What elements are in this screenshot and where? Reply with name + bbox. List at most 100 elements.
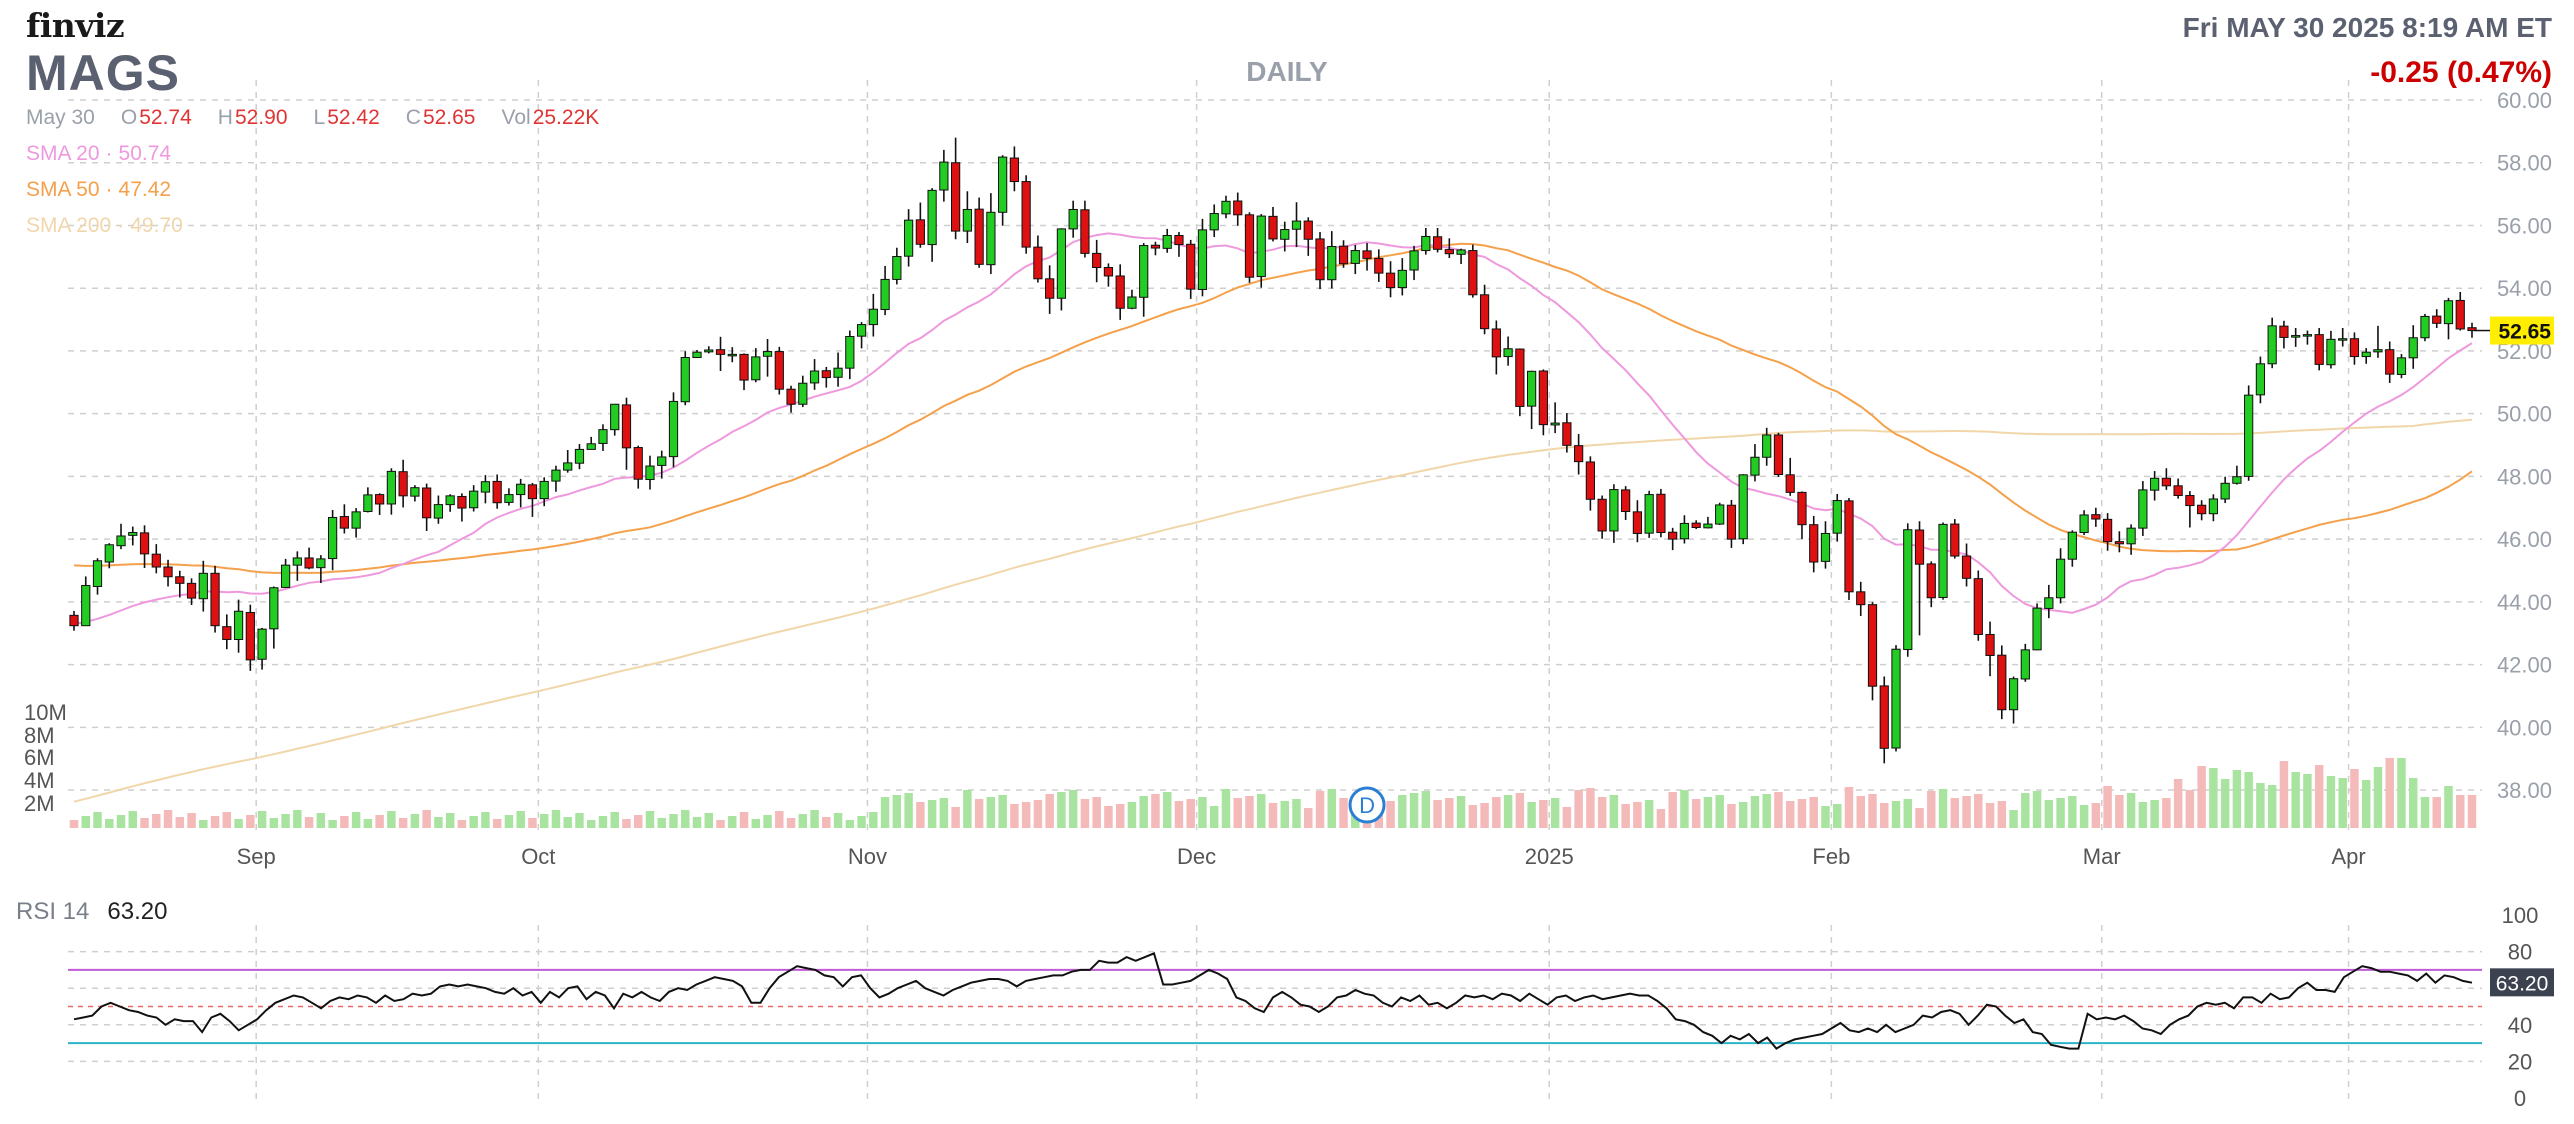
volume-bar <box>1315 791 1325 828</box>
price-tick-label: 40.00 <box>2497 715 2552 740</box>
volume-bar <box>1880 803 1889 828</box>
candle-down <box>1668 531 1678 540</box>
candle-down <box>527 484 538 500</box>
dividend-marker-label: D <box>1359 793 1375 818</box>
candle-up <box>469 490 479 509</box>
candle-down <box>1950 523 1960 557</box>
volume-bar <box>445 813 455 828</box>
candle-down <box>304 557 314 569</box>
volume-bar <box>199 820 208 828</box>
volume-bar <box>528 818 537 828</box>
volume-bar <box>857 816 866 828</box>
candle-down <box>457 495 467 509</box>
candle-up <box>2220 482 2230 500</box>
sma-20-legend: SMA 20 · 50.74 <box>26 142 171 166</box>
volume-bar <box>634 815 643 828</box>
price-tick-label: 50.00 <box>2497 402 2552 427</box>
candle-up <box>751 356 761 381</box>
candle-up <box>363 494 373 513</box>
rsi-value: 63.20 <box>107 898 168 925</box>
volume-bar <box>974 799 984 828</box>
volume-bar <box>222 812 232 828</box>
volume-bar <box>1785 801 1795 828</box>
volume-bar <box>304 817 314 828</box>
candle-down <box>1233 200 1243 216</box>
candle-down <box>621 404 632 449</box>
volume-bar <box>563 817 572 828</box>
price-tick-label: 58.00 <box>2497 151 2552 176</box>
candle-up <box>1421 235 1431 252</box>
dividend-marker <box>1348 786 1386 824</box>
candle-down <box>1491 328 1501 358</box>
candle-down <box>1574 445 1584 463</box>
candle-down <box>1150 244 1161 249</box>
volume-bar <box>1927 791 1936 828</box>
volume-bar <box>1809 797 1818 828</box>
candle-up <box>504 494 514 503</box>
volume-bar <box>2197 766 2206 828</box>
volume-bar <box>2408 778 2418 828</box>
volume-bar <box>1221 789 1231 828</box>
volume-tick-label: 10M <box>24 700 67 725</box>
candle-down <box>1632 511 1643 534</box>
candle-up <box>1139 245 1149 298</box>
volume-bar <box>1456 796 1466 828</box>
candle-down <box>1479 294 1490 330</box>
volume-bar <box>2056 798 2065 828</box>
volume-bar <box>1738 802 1748 828</box>
candle-down <box>1021 181 1031 248</box>
candle-up <box>1327 245 1337 281</box>
volume-bar <box>175 817 185 828</box>
candle-up <box>704 349 714 353</box>
volume-tick-label: 4M <box>24 768 55 793</box>
candle-up <box>1738 474 1748 540</box>
volume-bar <box>93 812 102 828</box>
candle-down <box>2385 349 2395 375</box>
candle-down <box>1444 249 1454 255</box>
volume-bar <box>645 811 655 828</box>
candle-up <box>1750 456 1760 476</box>
volume-bar <box>1198 797 1207 828</box>
volume-bar <box>457 820 467 828</box>
volume-bar <box>2267 785 2277 828</box>
volume-bar <box>210 816 220 828</box>
sma-200-line <box>73 418 2473 803</box>
sma-layer <box>73 232 2473 803</box>
candle-down <box>2102 518 2113 543</box>
candle-up <box>657 456 667 466</box>
date-tick-label: Feb <box>1812 844 1850 869</box>
candle-up <box>2032 607 2042 651</box>
volume-bar <box>1104 806 1113 828</box>
candle-up <box>762 351 773 357</box>
candle-up <box>1409 250 1419 271</box>
volume-bar <box>281 814 290 828</box>
volume-bar <box>1327 789 1337 828</box>
volume-bar <box>163 810 173 828</box>
volume-bar <box>2385 758 2394 828</box>
volume-bar <box>2326 776 2336 828</box>
volume-bar <box>1821 806 1830 828</box>
volume-bar <box>1997 801 2007 828</box>
candle-up <box>2150 477 2160 491</box>
volume-bar <box>1833 804 1842 828</box>
candle-down <box>2197 504 2207 515</box>
volume-bar <box>1727 804 1736 828</box>
high-value: 52.90 <box>234 106 288 129</box>
candle-down <box>1468 250 1478 296</box>
candle-down <box>715 349 726 355</box>
volume-bar <box>2115 795 2124 828</box>
candle-down <box>1374 257 1384 274</box>
finviz-logo[interactable]: finviz <box>26 6 125 45</box>
candle-down <box>1773 434 1784 476</box>
candle-up <box>2244 394 2254 477</box>
candle-down <box>2279 325 2289 338</box>
date-tick-label: Apr <box>2331 844 2365 869</box>
candle-up <box>2267 325 2277 365</box>
timeframe-label: DAILY <box>1246 56 1328 87</box>
volume-bar <box>892 795 902 828</box>
candle-up <box>880 278 890 311</box>
volume-bar <box>1903 799 1912 828</box>
open-value: 52.74 <box>139 106 192 129</box>
volume-bar <box>1339 798 1348 828</box>
volume-bar <box>422 810 431 828</box>
